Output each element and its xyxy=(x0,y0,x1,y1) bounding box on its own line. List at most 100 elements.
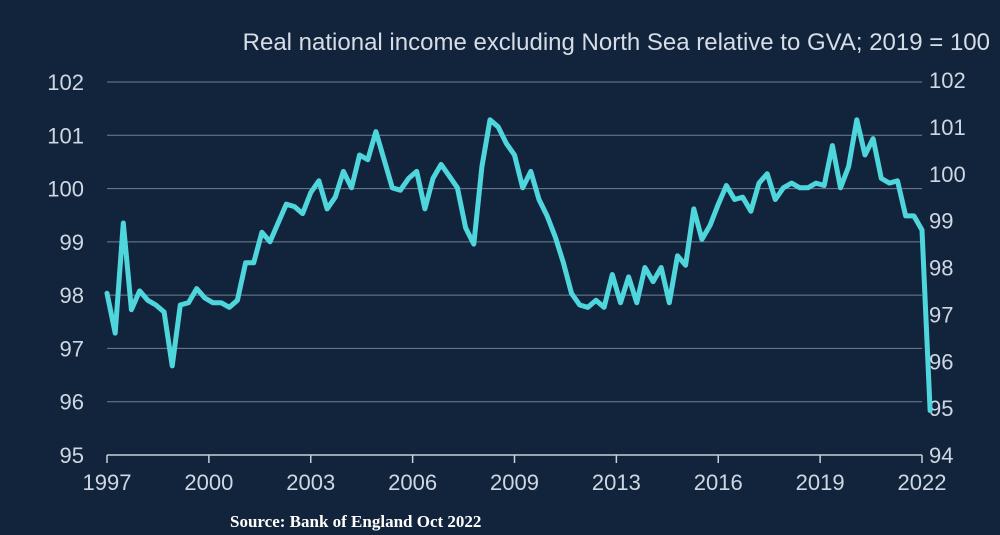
data-point xyxy=(341,169,345,173)
data-point xyxy=(293,205,297,209)
data-point xyxy=(545,214,549,218)
data-point xyxy=(521,186,525,190)
x-tick-label: 2019 xyxy=(796,470,845,495)
data-point xyxy=(227,305,231,309)
data-point xyxy=(602,305,606,309)
right-tick-label: 98 xyxy=(929,256,953,281)
left-tick-label: 101 xyxy=(47,123,84,148)
data-point xyxy=(350,186,354,190)
data-point xyxy=(741,195,745,199)
x-tick-label: 2000 xyxy=(184,470,233,495)
data-point xyxy=(586,305,590,309)
x-tick-label: 2016 xyxy=(694,470,743,495)
data-point xyxy=(659,266,663,270)
data-point xyxy=(765,172,769,176)
x-tick-label: 2003 xyxy=(286,470,335,495)
right-tick-label: 101 xyxy=(929,115,966,140)
data-point xyxy=(879,176,883,180)
data-point xyxy=(333,195,337,199)
data-point xyxy=(749,209,753,213)
data-point xyxy=(716,202,720,206)
data-point xyxy=(407,176,411,180)
right-tick-label: 100 xyxy=(929,162,966,187)
data-point xyxy=(504,141,508,145)
data-point xyxy=(488,118,492,122)
data-point xyxy=(423,207,427,211)
right-tick-label: 94 xyxy=(929,443,953,468)
right-tick-label: 96 xyxy=(929,349,953,374)
data-point xyxy=(920,228,924,232)
data-point xyxy=(594,298,598,302)
data-point xyxy=(806,186,810,190)
gridlines xyxy=(107,81,922,403)
data-point xyxy=(472,242,476,246)
data-point xyxy=(610,273,614,277)
data-point xyxy=(398,188,402,192)
data-point xyxy=(309,191,313,195)
data-point xyxy=(317,179,321,183)
data-point xyxy=(203,296,207,300)
data-point xyxy=(195,287,199,291)
data-point xyxy=(822,184,826,188)
data-point xyxy=(211,301,215,305)
data-point xyxy=(121,221,125,225)
left-tick-label: 102 xyxy=(47,70,84,95)
left-tick-label: 96 xyxy=(60,390,84,415)
data-point xyxy=(480,165,484,169)
left-tick-label: 95 xyxy=(60,443,84,468)
data-point xyxy=(781,186,785,190)
data-point xyxy=(684,263,688,267)
data-point xyxy=(692,207,696,211)
left-tick-label: 97 xyxy=(60,336,84,361)
data-point xyxy=(187,301,191,305)
left-tick-label: 98 xyxy=(60,283,84,308)
data-point xyxy=(676,254,680,258)
data-point xyxy=(757,181,761,185)
x-tick-label: 2009 xyxy=(490,470,539,495)
x-tick-label: 1997 xyxy=(83,470,132,495)
data-point xyxy=(708,223,712,227)
data-point xyxy=(814,181,818,185)
data-point xyxy=(790,181,794,185)
data-point xyxy=(928,409,932,413)
data-point xyxy=(235,298,239,302)
data-point xyxy=(415,169,419,173)
data-point xyxy=(855,118,859,122)
data-point xyxy=(773,198,777,202)
right-tick-label: 97 xyxy=(929,302,953,327)
data-point xyxy=(105,291,109,295)
data-point xyxy=(113,331,117,335)
data-point xyxy=(896,179,900,183)
data-point xyxy=(464,226,468,230)
data-point xyxy=(431,176,435,180)
data-point xyxy=(455,186,459,190)
data-point xyxy=(733,198,737,202)
data-point xyxy=(178,303,182,307)
data-point xyxy=(651,280,655,284)
data-point xyxy=(643,266,647,270)
data-point xyxy=(129,308,133,312)
right-tick-label: 95 xyxy=(929,396,953,421)
data-point xyxy=(847,165,851,169)
x-tick-label: 2006 xyxy=(388,470,437,495)
data-point xyxy=(553,235,557,239)
data-point xyxy=(146,298,150,302)
data-point xyxy=(390,186,394,190)
data-point xyxy=(284,202,288,206)
data-point xyxy=(276,221,280,225)
data-point xyxy=(154,303,158,307)
data-point xyxy=(537,198,541,202)
data-point xyxy=(268,240,272,244)
data-point xyxy=(529,169,533,173)
x-axis-ticks: 1997 2000 2003 2006 2009 2013 2016 2019 2022 xyxy=(83,455,947,495)
x-tick-label: 2013 xyxy=(592,470,641,495)
x-tick-label: 2022 xyxy=(898,470,947,495)
source-note: Source: Bank of England Oct 2022 xyxy=(230,512,481,531)
data-point xyxy=(619,301,623,305)
data-point xyxy=(724,184,728,188)
data-point xyxy=(627,275,631,279)
data-point xyxy=(374,130,378,134)
left-y-axis: 102 101 100 99 98 97 96 95 xyxy=(47,70,84,468)
left-tick-label: 99 xyxy=(60,230,84,255)
